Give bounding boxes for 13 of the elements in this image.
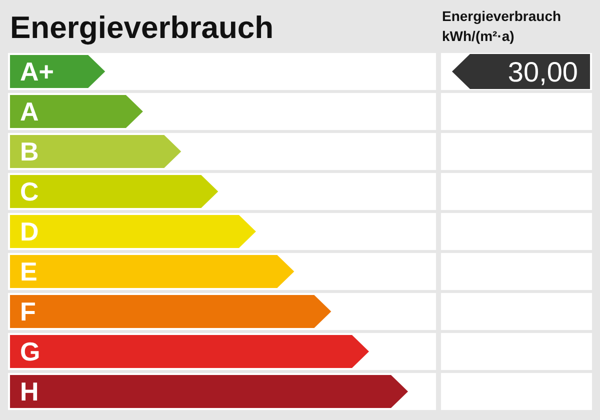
y-tick-label: A xyxy=(20,96,39,126)
y-tick-label: B xyxy=(20,136,39,166)
bar xyxy=(10,95,143,128)
y-tick-label: G xyxy=(20,336,40,366)
chart-title: Energieverbrauch xyxy=(10,10,274,45)
y-tick-label: F xyxy=(20,296,36,326)
y-tick-label: H xyxy=(20,376,39,406)
y-tick-label: D xyxy=(20,216,39,246)
text: 30,00 xyxy=(508,56,578,88)
text: Energieverbrauch kWh/(m²·a) xyxy=(442,8,562,44)
y-tick-label: E xyxy=(20,256,38,286)
y-tick-label: A+ xyxy=(20,56,54,86)
y-tick-label: C xyxy=(20,176,39,206)
